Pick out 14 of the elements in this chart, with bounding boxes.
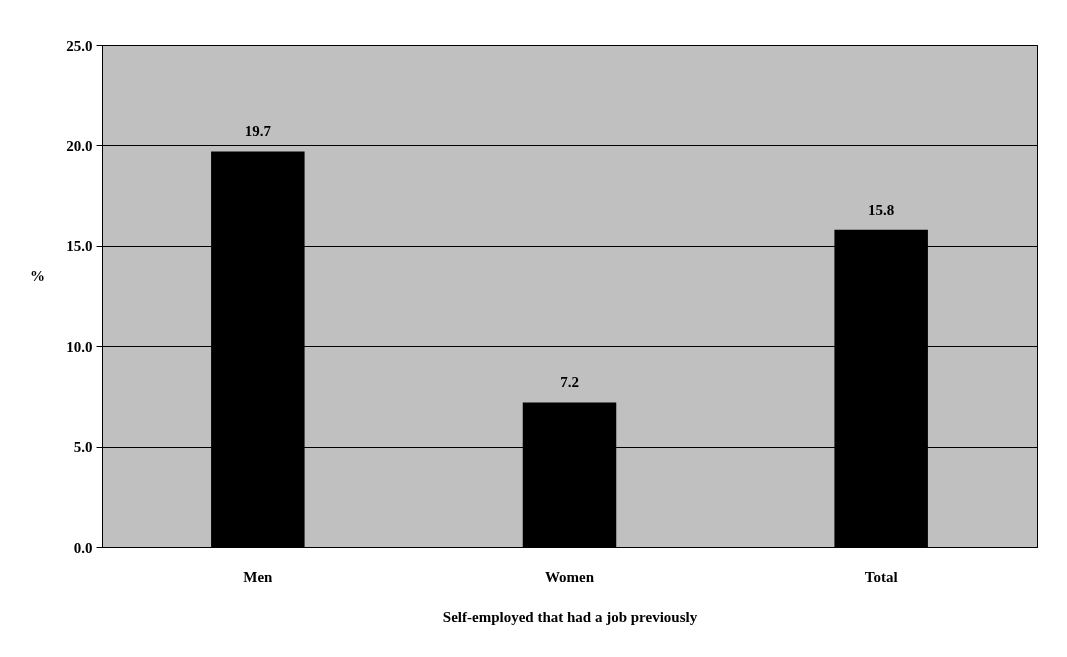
y-tick-label: 10.0 [66, 338, 93, 355]
x-axis-title: Self-employed that had a job previously [442, 608, 698, 625]
x-tick-label: Total [864, 568, 898, 585]
y-tick-label: 0.0 [73, 539, 93, 556]
y-axis-title: % [30, 267, 45, 284]
data-label: 19.7 [244, 123, 272, 140]
data-label: 7.2 [560, 374, 579, 391]
y-tick-label: 5.0 [73, 439, 93, 456]
y-tick-label: 15.0 [66, 238, 93, 255]
x-tick-label: Women [544, 568, 595, 585]
y-tick-label: 25.0 [66, 37, 93, 54]
y-tick-label: 20.0 [66, 137, 93, 154]
x-tick-label: Men [243, 568, 274, 585]
data-label: 15.8 [868, 201, 895, 218]
